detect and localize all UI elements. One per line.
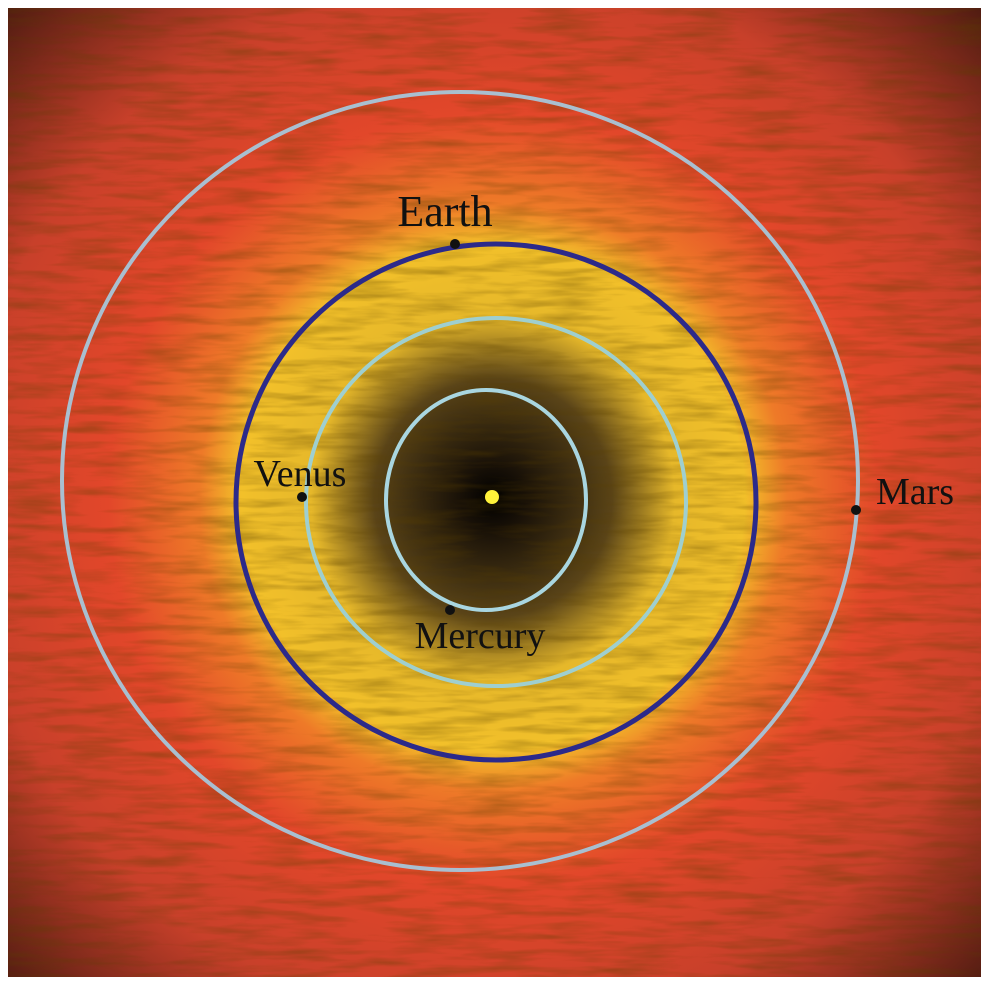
mercury-orbit bbox=[384, 388, 588, 612]
earth-orbit bbox=[233, 241, 759, 763]
mercury-label: Mercury bbox=[415, 615, 546, 657]
venus-orbit bbox=[304, 316, 688, 688]
earth-label: Earth bbox=[397, 187, 492, 236]
earth-dot bbox=[450, 239, 460, 249]
mars-label: Mars bbox=[876, 471, 954, 513]
sun bbox=[485, 490, 499, 504]
venus-dot bbox=[297, 492, 307, 502]
venus-label: Venus bbox=[254, 453, 347, 495]
mars-orbit bbox=[60, 90, 860, 872]
mercury-dot bbox=[445, 605, 455, 615]
mars-dot bbox=[851, 505, 861, 515]
